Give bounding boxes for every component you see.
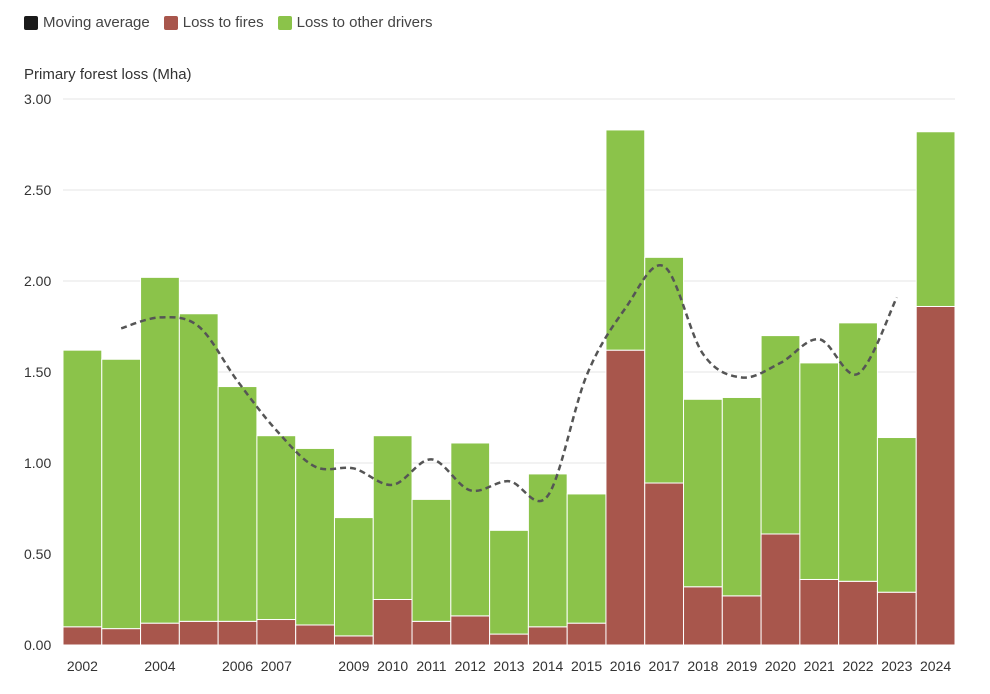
moving-average-line xyxy=(120,264,898,503)
x-tick-label: 2009 xyxy=(338,658,369,674)
x-tick-label: 2012 xyxy=(455,658,486,674)
bar-fires xyxy=(411,620,452,646)
x-tick-label: 2013 xyxy=(493,658,524,674)
x-tick-label: 2011 xyxy=(416,658,446,674)
bar-fires xyxy=(876,591,917,646)
bar-fires xyxy=(450,615,491,646)
bar-other-drivers xyxy=(178,313,219,622)
x-tick-label: 2019 xyxy=(726,658,757,674)
legend-swatch-other-drivers xyxy=(277,15,292,30)
bar-other-drivers xyxy=(411,498,452,622)
legend-item-fires[interactable]: Loss to fires xyxy=(163,14,264,31)
y-tick-label: 1.00 xyxy=(24,455,51,471)
bar-other-drivers xyxy=(489,529,529,635)
x-tick-label: 2014 xyxy=(532,658,563,674)
y-tick-label: 2.00 xyxy=(24,273,51,289)
bar-other-drivers xyxy=(372,435,413,601)
bar-other-drivers xyxy=(760,335,801,535)
x-tick-label: 2021 xyxy=(804,658,835,674)
bar-fires xyxy=(527,626,568,646)
bar-fires xyxy=(838,580,878,646)
bar-other-drivers xyxy=(605,129,646,351)
x-tick-label: 2022 xyxy=(842,658,873,674)
bar-fires xyxy=(140,622,180,646)
legend-swatch-fires xyxy=(163,15,178,30)
x-tick-label: 2004 xyxy=(144,658,175,674)
bar-other-drivers xyxy=(644,256,685,484)
bar-fires xyxy=(333,635,374,646)
bar-other-drivers xyxy=(838,322,878,582)
bar-other-drivers xyxy=(527,473,568,628)
bar-fires xyxy=(217,620,258,646)
x-tick-label: 2018 xyxy=(687,658,718,674)
bar-other-drivers xyxy=(62,349,103,628)
bar-fires xyxy=(605,349,646,646)
bar-fires xyxy=(799,578,840,646)
chart-legend: Moving average Loss to fires Loss to oth… xyxy=(24,14,433,31)
bar-fires xyxy=(256,619,297,646)
bar-other-drivers xyxy=(101,358,142,630)
bar-other-drivers xyxy=(333,517,374,637)
x-tick-label: 2007 xyxy=(261,658,292,674)
x-tick-label: 2006 xyxy=(222,658,253,674)
bar-fires xyxy=(644,482,685,646)
bar-other-drivers xyxy=(915,131,956,307)
bar-fires xyxy=(683,586,723,646)
y-tick-label: 2.50 xyxy=(24,182,51,198)
bar-fires xyxy=(915,305,956,646)
bar-fires xyxy=(566,622,607,646)
x-tick-label: 2017 xyxy=(649,658,680,674)
bar-other-drivers xyxy=(876,437,917,593)
bar-other-drivers xyxy=(217,386,258,622)
x-tick-label: 2020 xyxy=(765,658,796,674)
legend-label-other-drivers: Loss to other drivers xyxy=(296,14,433,31)
x-tick-label: 2024 xyxy=(920,658,951,674)
bar-fires xyxy=(178,620,219,646)
bar-other-drivers xyxy=(721,396,762,597)
bar-other-drivers xyxy=(566,493,607,624)
x-tick-label: 2015 xyxy=(571,658,602,674)
legend-label-fires: Loss to fires xyxy=(182,14,264,31)
legend-label-moving-average: Moving average xyxy=(43,14,150,31)
bar-fires xyxy=(760,533,801,646)
bar-fires xyxy=(295,624,335,646)
bar-other-drivers xyxy=(450,442,491,617)
y-tick-label: 1.50 xyxy=(24,364,51,380)
y-tick-label: 0.50 xyxy=(24,546,51,562)
bar-fires xyxy=(62,626,103,646)
bar-other-drivers xyxy=(140,276,180,624)
legend-item-moving-average[interactable]: Moving average xyxy=(24,14,150,31)
x-tick-label: 2023 xyxy=(881,658,912,674)
bar-fires xyxy=(372,599,413,646)
bar-other-drivers xyxy=(295,447,335,626)
legend-swatch-moving-average xyxy=(24,15,38,30)
bar-fires xyxy=(721,595,762,646)
bar-other-drivers xyxy=(799,362,840,580)
x-tick-label: 2002 xyxy=(67,658,98,674)
bar-fires xyxy=(489,633,529,646)
x-tick-label: 2016 xyxy=(610,658,641,674)
bar-other-drivers xyxy=(256,435,297,621)
y-tick-label: 0.00 xyxy=(24,637,51,653)
bar-fires xyxy=(101,628,142,646)
x-tick-label: 2010 xyxy=(377,658,408,674)
y-axis-label: Primary forest loss (Mha) xyxy=(24,66,192,83)
bar-other-drivers xyxy=(683,398,723,588)
legend-item-other-drivers[interactable]: Loss to other drivers xyxy=(277,14,433,31)
y-tick-label: 3.00 xyxy=(24,91,51,107)
